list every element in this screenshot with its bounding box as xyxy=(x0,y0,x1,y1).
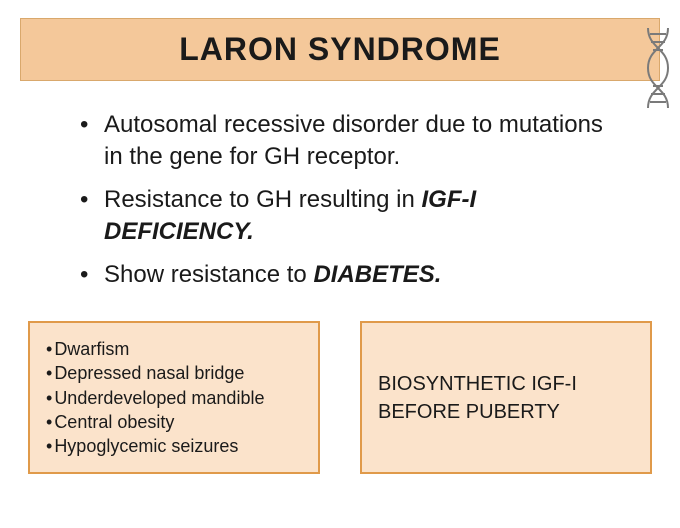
symptom-item: Dwarfism xyxy=(46,337,302,361)
symptom-item: Underdeveloped mandible xyxy=(46,386,302,410)
title-bar: LARON SYNDROME xyxy=(20,18,660,81)
bullet-item: Autosomal recessive disorder due to muta… xyxy=(80,109,620,174)
main-bullets: Autosomal recessive disorder due to muta… xyxy=(80,109,620,291)
bullet-text-pre: Autosomal recessive disorder due to muta… xyxy=(104,111,603,170)
symptom-item: Central obesity xyxy=(46,410,302,434)
symptoms-box: Dwarfism Depressed nasal bridge Underdev… xyxy=(28,321,320,474)
bullet-item: Show resistance to DIABETES. xyxy=(80,259,620,291)
dna-icon xyxy=(642,26,674,116)
treatment-text: BIOSYNTHETIC IGF-I BEFORE PUBERTY xyxy=(378,370,634,426)
symptom-item: Hypoglycemic seizures xyxy=(46,434,302,458)
bullet-text-pre: Resistance to GH resulting in xyxy=(104,186,421,213)
info-boxes: Dwarfism Depressed nasal bridge Underdev… xyxy=(28,321,652,474)
treatment-box: BIOSYNTHETIC IGF-I BEFORE PUBERTY xyxy=(360,321,652,474)
bullet-text-em: DIABETES. xyxy=(313,261,441,288)
bullet-text-pre: Show resistance to xyxy=(104,261,313,288)
bullet-item: Resistance to GH resulting in IGF-I DEFI… xyxy=(80,184,620,249)
symptom-item: Depressed nasal bridge xyxy=(46,361,302,385)
page-title: LARON SYNDROME xyxy=(21,31,659,68)
